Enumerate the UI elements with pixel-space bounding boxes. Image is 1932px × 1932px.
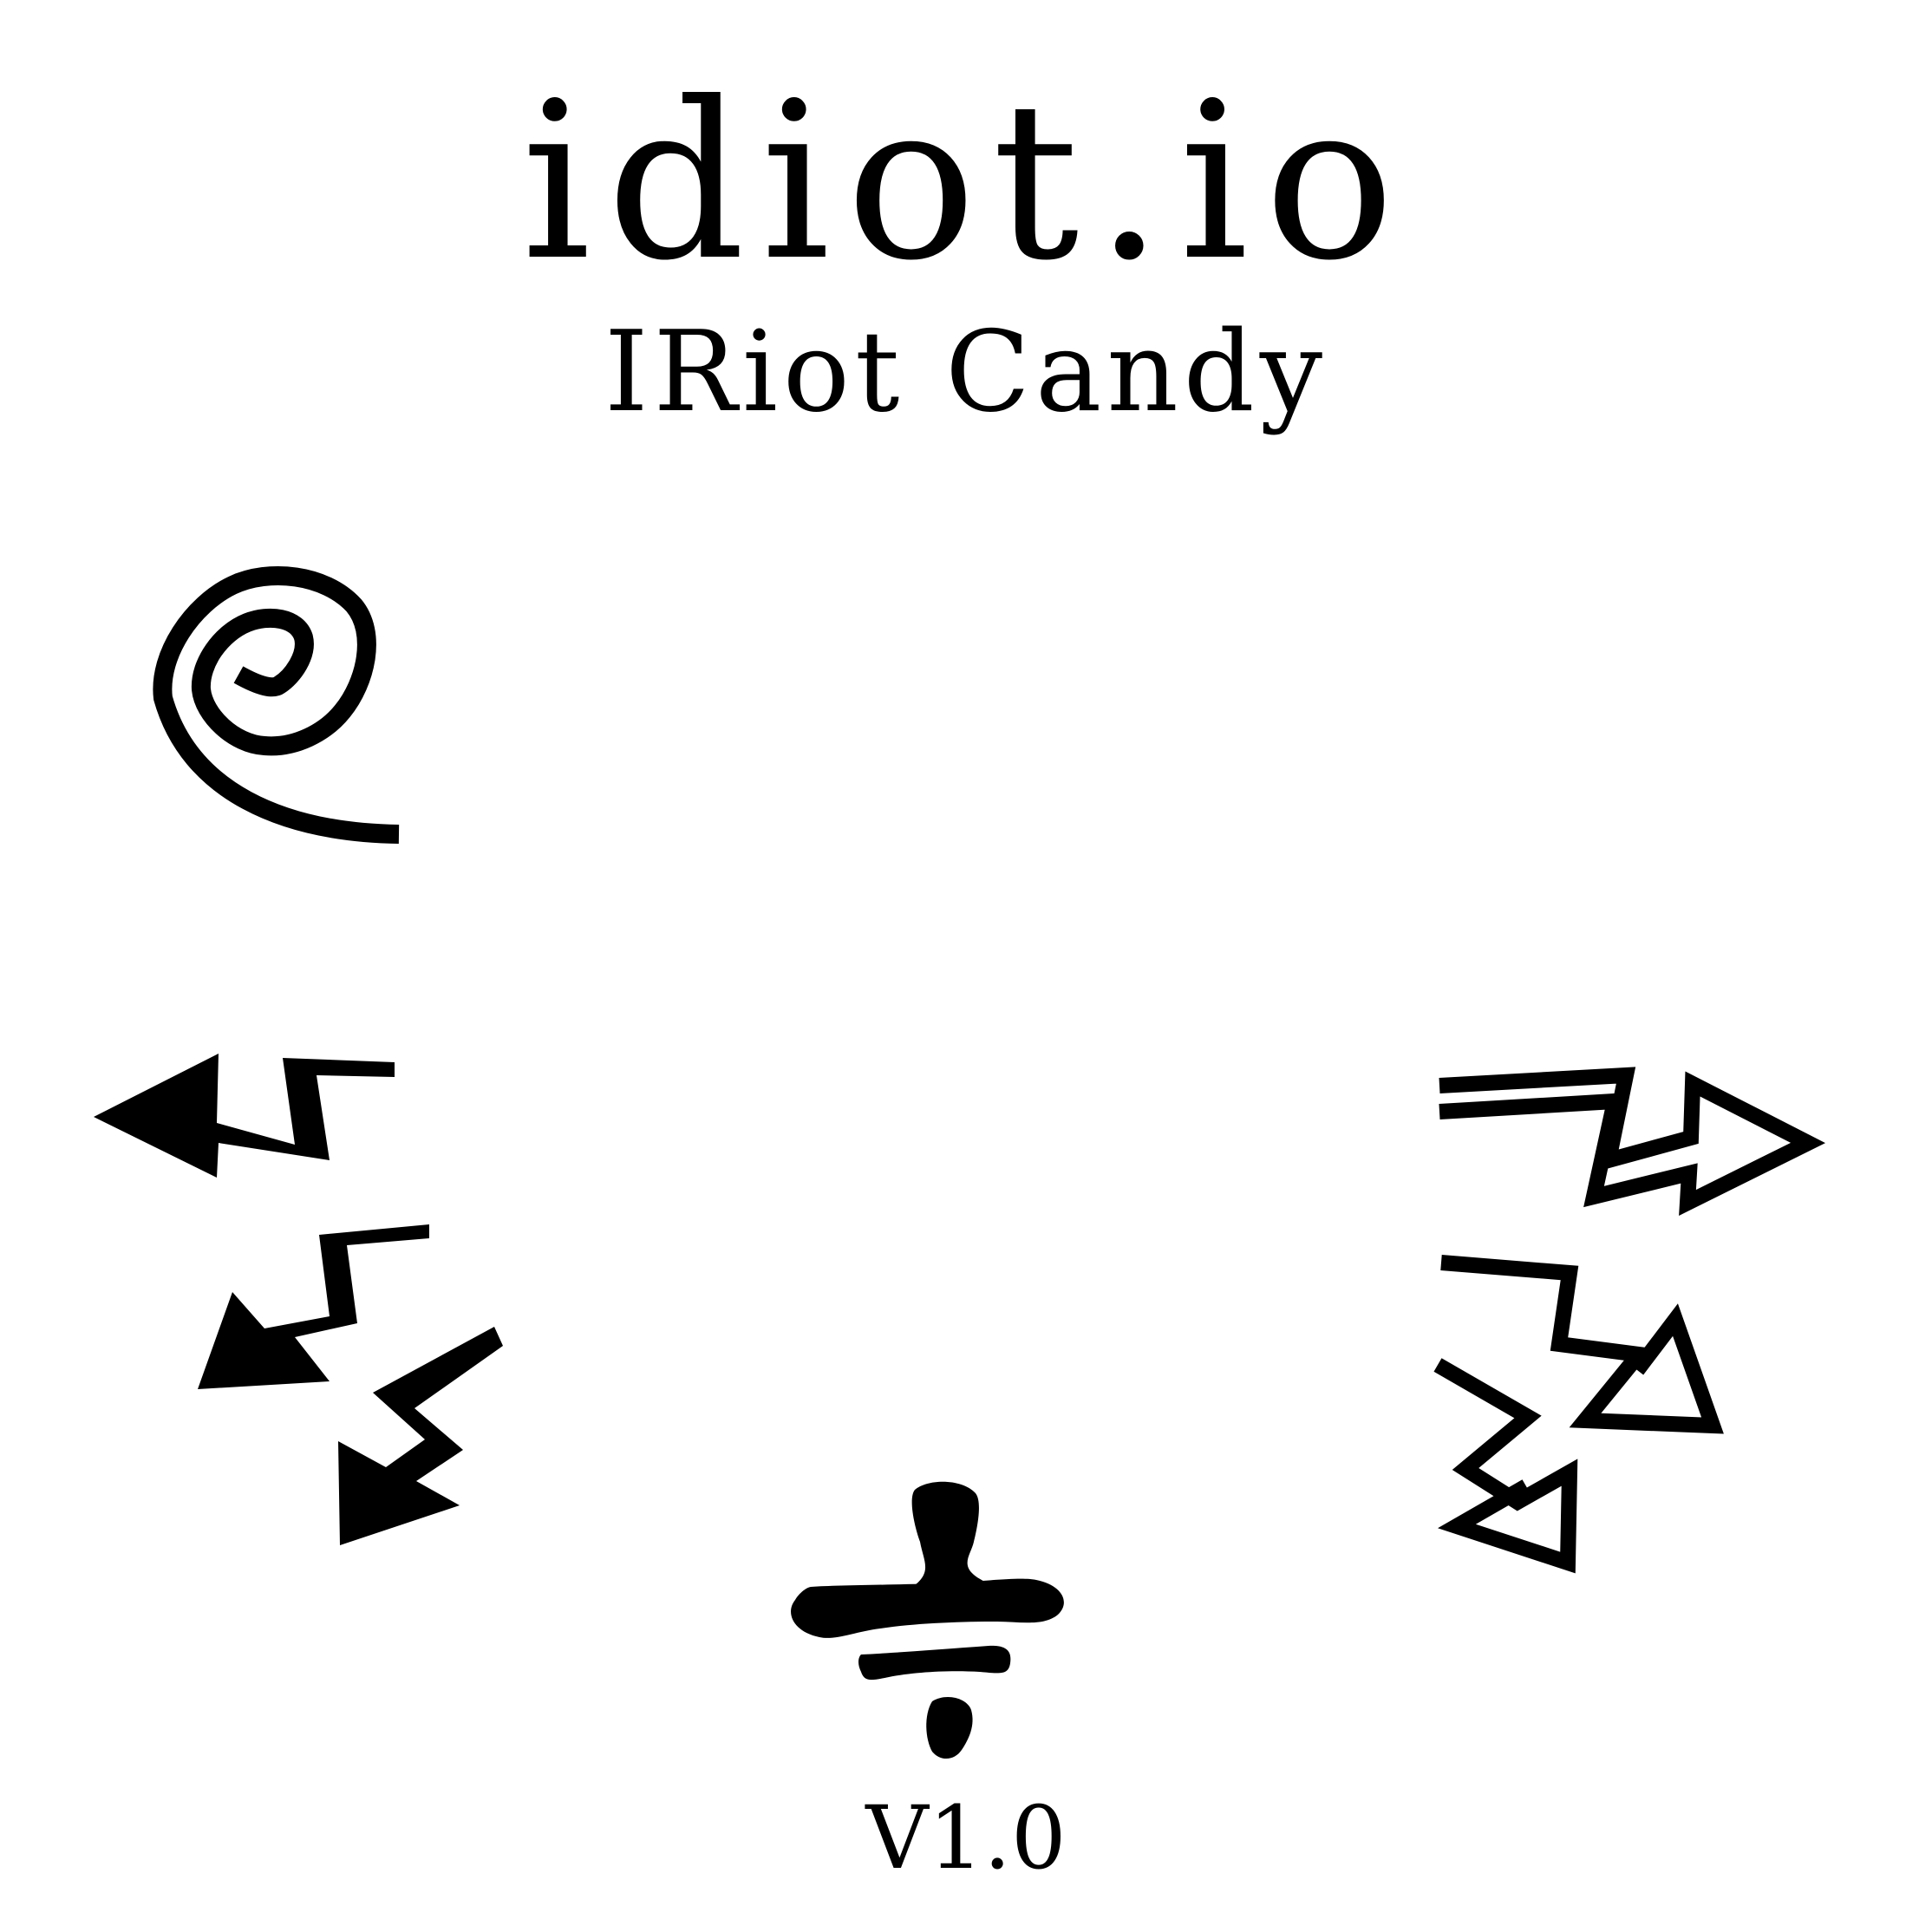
spiral-button[interactable] xyxy=(130,555,408,850)
right-arrows-button[interactable] xyxy=(1431,1067,1838,1587)
divide-icon xyxy=(791,1481,1064,1759)
divide-button[interactable] xyxy=(785,1474,1080,1769)
left-arrows-button[interactable] xyxy=(87,1041,520,1561)
zigzag-arrows-right-icon xyxy=(1433,1067,1826,1574)
version-label: V1.0 xyxy=(865,1787,1067,1889)
app-title: idiot.io xyxy=(521,55,1411,308)
zigzag-arrows-left-icon xyxy=(94,1054,503,1545)
spiral-icon xyxy=(153,566,400,844)
app-subtitle: IRiot Candy xyxy=(604,308,1328,437)
